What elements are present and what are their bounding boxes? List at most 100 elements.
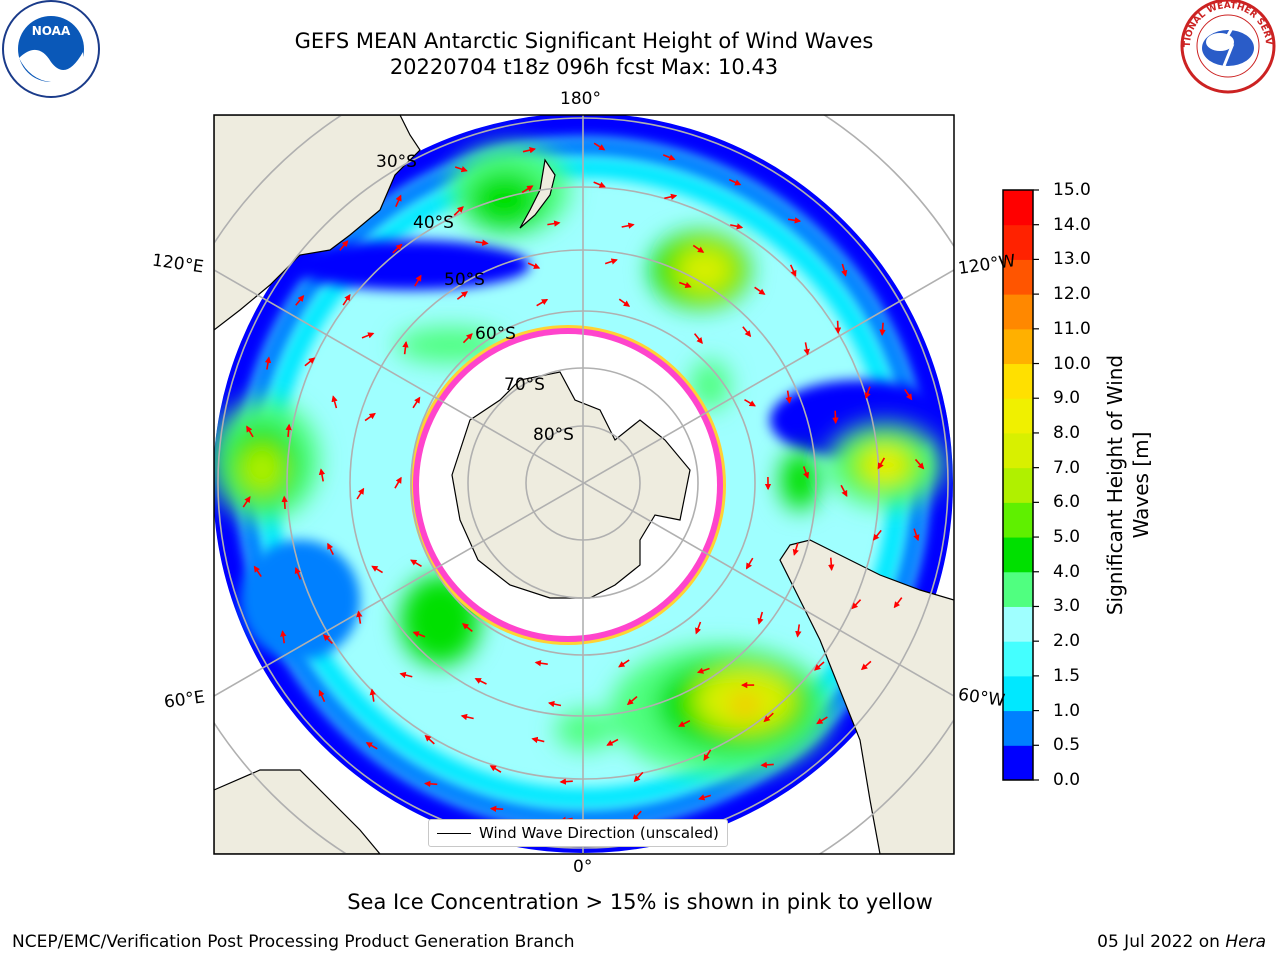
wave-direction-arrow <box>904 388 913 401</box>
map-frame <box>213 114 955 855</box>
wave-direction-arrow <box>547 700 562 708</box>
wave-direction-arrow <box>318 689 326 702</box>
wave-direction-arrow <box>841 263 848 277</box>
lat-label-80s: 80°S <box>533 425 574 445</box>
colorbar-tick-label: 13.0 <box>1053 249 1091 270</box>
wave-direction-arrow <box>678 719 691 727</box>
wave-direction-arrow <box>593 142 606 151</box>
wave-direction-arrow <box>879 322 886 336</box>
colorbar-tick-label: 5.0 <box>1053 527 1081 548</box>
colorbar-tick-label: 9.0 <box>1053 388 1081 409</box>
colorbar-tick-label: 0.5 <box>1053 735 1081 756</box>
nws-logo-text: NATIONAL WEATHER SERVICE <box>0 0 1273 47</box>
wave-direction-arrow <box>414 274 422 287</box>
wave-direction-arrow <box>893 597 903 609</box>
wave-direction-arrow <box>424 734 435 745</box>
colorbar-tick-label: 10.0 <box>1053 353 1091 374</box>
wave-direction-arrow <box>454 166 468 173</box>
wave-direction-arrow <box>814 661 825 671</box>
wave-direction-arrow <box>424 780 438 788</box>
colorbar-tick-label: 6.0 <box>1053 492 1081 513</box>
noaa-logo: NOAA <box>2 0 100 98</box>
wave-direction-arrow <box>318 468 326 482</box>
wave-direction-arrow <box>339 240 349 251</box>
wave-direction-arrow <box>914 458 925 470</box>
wave-direction-arrow <box>698 794 712 801</box>
wave-direction-arrow <box>730 223 744 230</box>
colorbar-label: Significant Height of Wind Waves [m] <box>1103 354 1153 616</box>
wave-direction-arrow <box>402 340 409 355</box>
wave-direction-arrow <box>322 634 333 645</box>
wave-direction-arrow <box>834 320 842 334</box>
wave-direction-arrow <box>913 528 920 542</box>
wave-direction-arrow <box>763 712 774 723</box>
wave-direction-arrow <box>760 761 774 769</box>
wave-direction-arrow <box>356 487 365 500</box>
wave-direction-arrow <box>281 495 288 509</box>
colorbar-segment <box>1003 259 1033 295</box>
wave-direction-arrow <box>371 565 383 574</box>
wave-direction-arrow <box>618 659 630 668</box>
lat-label-40s: 40°S <box>413 213 454 233</box>
wave-direction-arrow <box>462 623 473 633</box>
wave-direction-arrow <box>489 805 504 813</box>
wave-direction-arrow <box>832 410 839 424</box>
wave-direction-arrow <box>728 178 742 186</box>
wave-direction-arrow <box>877 457 886 470</box>
colorbar-tick-label: 2.0 <box>1053 631 1081 652</box>
colorbar-segment <box>1003 537 1033 573</box>
wave-direction-arrow <box>802 466 810 479</box>
lat-label-60s: 60°S <box>475 324 516 344</box>
wind-wave-arrows <box>242 142 925 823</box>
footer-date: 05 Jul 2022 on Hera <box>1097 932 1266 952</box>
wave-direction-arrow <box>460 713 474 721</box>
sea-ice-caption: Sea Ice Concentration > 15% is shown in … <box>347 890 933 914</box>
wave-direction-arrow <box>364 412 376 422</box>
wave-direction-arrow <box>536 298 549 307</box>
wave-direction-arrow <box>632 810 642 821</box>
wave-direction-arrow <box>285 423 292 437</box>
map-area <box>214 115 954 854</box>
antarctica-land <box>451 371 691 599</box>
wave-direction-arrow <box>621 222 635 229</box>
wave-direction-arrow <box>618 298 631 307</box>
colorbar-segment <box>1003 363 1033 399</box>
colorbar-frame <box>1002 189 1034 781</box>
wave-direction-arrow <box>692 244 705 253</box>
wave-direction-arrow <box>410 559 422 568</box>
wave-direction-arrow <box>365 742 378 750</box>
wave-direction-arrow <box>664 193 678 200</box>
wave-direction-arrow <box>280 630 287 644</box>
wave-direction-arrow <box>678 281 692 288</box>
colorbar-tick-label: 15.0 <box>1053 180 1091 200</box>
wave-direction-arrow <box>795 624 802 638</box>
wave-direction-arrow <box>399 671 413 679</box>
colorbar-tick-label: 7.0 <box>1053 457 1081 478</box>
wave-direction-arrow <box>559 778 573 785</box>
colorbar-segment <box>1003 294 1033 330</box>
continents <box>214 115 954 854</box>
wave-direction-arrow <box>527 262 541 269</box>
colorbar-tick-label: 14.0 <box>1053 214 1091 235</box>
colorbar-tick-label: 12.0 <box>1053 284 1091 305</box>
wave-direction-arrow <box>787 217 802 224</box>
colorbar-segment <box>1003 190 1033 226</box>
wave-direction-arrow <box>489 765 502 773</box>
legend-label: Wind Wave Direction (unscaled) <box>479 824 719 842</box>
lat-label-30s: 30°S <box>376 152 417 172</box>
wave-direction-arrow <box>626 695 638 706</box>
colorbar-segment <box>1003 745 1033 781</box>
colorbar-tick-label: 1.5 <box>1053 665 1081 686</box>
wave-direction-arrow <box>860 660 872 671</box>
wave-direction-arrow <box>294 567 302 580</box>
nws-logo: NATIONAL WEATHER SERVICE <box>0 0 1276 94</box>
meridian-label-180: 180° <box>560 89 601 109</box>
wave-direction-arrow <box>696 667 710 674</box>
colorbar-segment <box>1003 710 1033 746</box>
wave-direction-arrow <box>392 243 403 254</box>
wave-direction-arrow <box>453 206 464 216</box>
colorbar-tick-label: 3.0 <box>1053 596 1081 617</box>
wave-direction-arrow <box>327 542 334 556</box>
footer-machine: Hera <box>1225 932 1266 952</box>
wave-direction-arrow <box>840 484 848 497</box>
